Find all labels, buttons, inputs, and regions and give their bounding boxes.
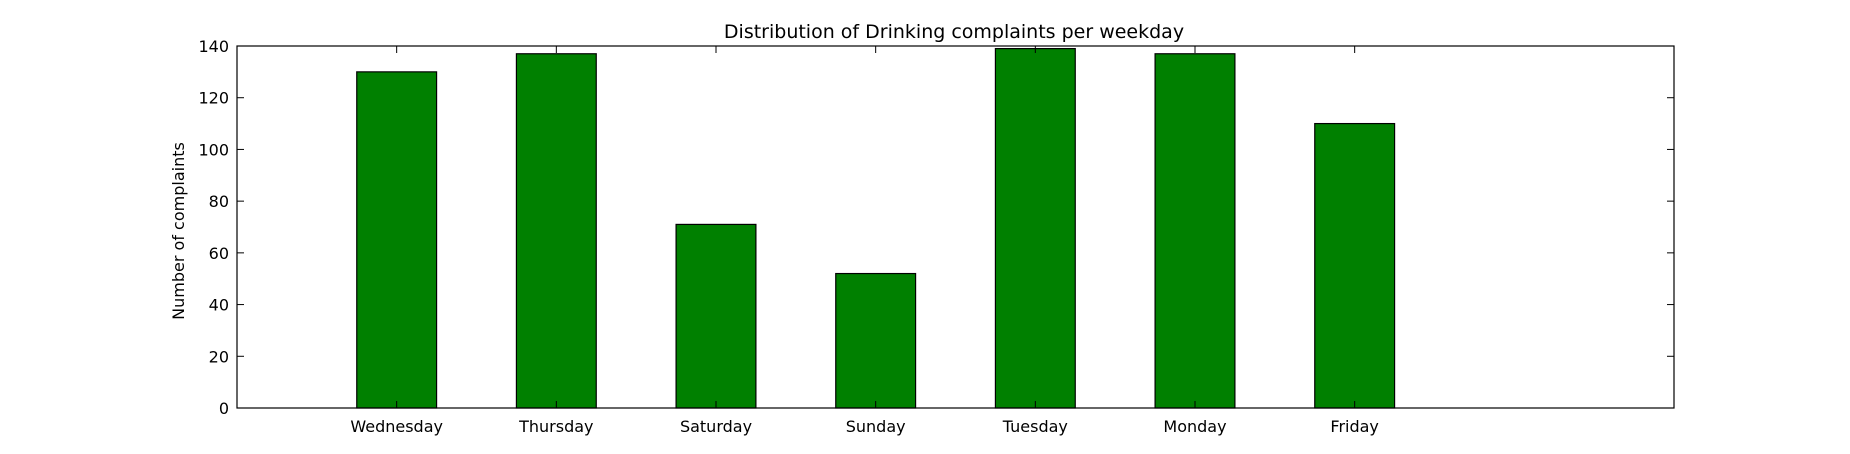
ticks-layer: Wednesday Thursday Saturday Sunday Tuesday Mo…	[198, 37, 1674, 436]
bar-friday	[1314, 122, 1396, 409]
x-tick-label: Sunday	[846, 417, 906, 436]
x-tick-label: Monday	[1163, 417, 1226, 436]
x-tick-label: Saturday	[680, 417, 752, 436]
y-tick-label: 120	[198, 89, 229, 108]
plot-frame	[236, 45, 1675, 409]
bar-tuesday	[994, 47, 1076, 409]
y-tick-label: 100	[198, 140, 229, 159]
y-tick-label: 80	[209, 192, 229, 211]
y-tick-label: 20	[209, 347, 229, 366]
bar-wednesday	[356, 71, 438, 409]
y-tick-label: 40	[209, 296, 229, 315]
bar-saturday	[675, 223, 757, 409]
x-tick-label: Wednesday	[350, 417, 443, 436]
bar-monday	[1154, 53, 1236, 409]
y-tick-label: 140	[198, 37, 229, 56]
y-tick-label: 60	[209, 244, 229, 263]
x-tick-label: Tuesday	[1002, 417, 1068, 436]
chart-title: Distribution of Drinking complaints per …	[724, 21, 1184, 43]
y-tick-label: 0	[219, 399, 229, 418]
y-axis-title: Number of complaints	[169, 142, 188, 320]
x-tick-label: Thursday	[518, 417, 593, 436]
bar-sunday	[835, 272, 917, 409]
x-tick-label: Friday	[1330, 417, 1379, 436]
bar-thursday	[515, 53, 597, 409]
bars-layer	[356, 47, 1396, 409]
